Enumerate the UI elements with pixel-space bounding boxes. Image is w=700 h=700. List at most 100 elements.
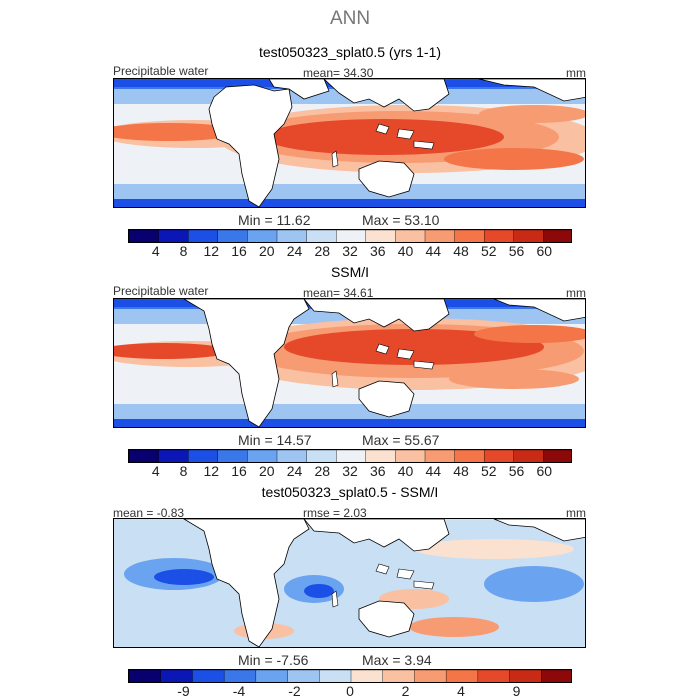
colorbar-tick-label: 48 — [453, 243, 469, 259]
colorbar-tick-label: 20 — [258, 463, 275, 479]
colorbar-tick-label: 16 — [231, 243, 247, 259]
colorbar-bin — [395, 450, 426, 462]
continent-north-america — [493, 299, 585, 322]
colorbar-tick-label: 20 — [258, 243, 275, 259]
colorbar-bin — [445, 670, 479, 682]
panel-3-max-label: Max = 3.94 — [362, 652, 432, 668]
panel-3-map-field — [114, 519, 585, 647]
colorbar-tick-label: 40 — [397, 463, 414, 479]
spcz — [444, 148, 584, 170]
maritime-continent — [375, 123, 435, 150]
panel-3-mean-label: mean = -0.83 — [113, 506, 185, 520]
pacific-itcz — [474, 325, 585, 343]
colorbar-bin — [188, 230, 219, 242]
colorbar-tick-label: 9 — [512, 683, 521, 699]
warm-pool-core — [264, 119, 504, 155]
colorbar-bin — [188, 450, 219, 462]
colorbar-tick-label: 2 — [401, 683, 410, 699]
colorbar-bin — [287, 670, 320, 682]
colorbar-tick-label: 24 — [286, 243, 303, 259]
colorbar-tick-label: 16 — [231, 463, 247, 479]
colorbar-bin — [513, 230, 545, 242]
colorbar-tick-label: 60 — [536, 463, 553, 479]
colorbar-bin — [365, 450, 397, 462]
continent-africa — [208, 84, 293, 207]
colorbar-bin — [484, 450, 515, 462]
spcz — [449, 369, 579, 389]
panel-3-colorbar — [128, 669, 572, 683]
continent-australia — [358, 600, 415, 638]
panel-1-min-label: Min = 11.62 — [238, 212, 311, 228]
continent-asia — [303, 299, 450, 332]
indian-dry-core — [304, 584, 334, 598]
colorbar-tick-label: 4 — [151, 463, 160, 479]
colorbar-tick-label: 4 — [457, 683, 465, 699]
panel-2-max-label: Max = 55.67 — [362, 432, 440, 448]
colorbar-tick-label: -9 — [177, 683, 190, 699]
colorbar-tick-label: 12 — [203, 463, 220, 479]
continent-north-america — [493, 519, 585, 542]
colorbar-tick-label: 56 — [508, 243, 525, 259]
colorbar-bin — [424, 450, 456, 462]
panel-2-colorbar-ticks: 4 8 12 16 20 24 28 32 36 40 44 48 52 56 60 — [0, 463, 700, 481]
colorbar-bin — [414, 670, 447, 682]
colorbar-tick-label: 12 — [203, 243, 220, 259]
atlantic-dry-core — [154, 569, 214, 585]
colorbar-bin — [192, 670, 225, 682]
panel-3-colorbar-bins — [129, 670, 571, 682]
panel-2-units-label: mm — [566, 286, 586, 300]
colorbar-tick-label: 28 — [314, 463, 331, 479]
colorbar-tick-label: 52 — [480, 463, 497, 479]
colorbar-tick-label: 44 — [425, 463, 442, 479]
continent-north-america — [478, 79, 585, 102]
colorbar-bin — [513, 450, 545, 462]
colorbar-tick-label: 44 — [425, 243, 442, 259]
panel-1-title: test050323_splat0.5 (yrs 1-1) — [258, 44, 442, 60]
colorbar-tick-label: 32 — [342, 463, 358, 479]
pacific-itcz — [479, 105, 585, 123]
continent-eurasia-west — [268, 79, 330, 100]
colorbar-bin — [276, 230, 308, 242]
continent-asia — [323, 79, 450, 112]
atlantic-itcz — [114, 343, 229, 359]
colorbar-bin — [306, 230, 337, 242]
colorbar-bin — [509, 670, 542, 682]
south-dry-edge — [114, 419, 585, 427]
continent-africa-masked — [183, 299, 310, 427]
colorbar-bin — [158, 230, 189, 242]
colorbar-bin — [543, 450, 571, 462]
colorbar-tick-label: 0 — [346, 683, 354, 699]
colorbar-tick-label: 36 — [369, 463, 386, 479]
maritime-continent — [375, 343, 435, 370]
colorbar-tick-label: 8 — [179, 243, 188, 259]
colorbar-bin — [454, 450, 485, 462]
south-dry-edge — [114, 199, 585, 207]
panel-3-colorbar-ticks: -9 -4 -2 0 2 4 9 — [0, 683, 700, 700]
colorbar-bin — [365, 230, 397, 242]
colorbar-tick-label: 32 — [342, 243, 358, 259]
colorbar-bin — [541, 670, 571, 682]
panel-1-variable-label: Precipitable water — [113, 64, 209, 78]
panel-2-map-field — [114, 299, 585, 427]
colorbar-bin — [543, 230, 571, 242]
panel-2-min-label: Min = 14.57 — [238, 432, 312, 448]
colorbar-tick-label: 28 — [314, 243, 331, 259]
continent-australia — [358, 380, 415, 418]
colorbar-bin — [395, 230, 426, 242]
season-title: ANN — [329, 8, 371, 29]
panel-2-title: SSM/I — [330, 264, 370, 280]
colorbar-tick-label: 52 — [480, 243, 497, 259]
panel-3-units-label: mm — [566, 506, 586, 520]
colorbar-bin — [255, 670, 289, 682]
colorbar-bin — [276, 450, 308, 462]
panel-3-min-label: Min = -7.56 — [238, 652, 309, 668]
madagascar — [331, 150, 339, 168]
colorbar-bin — [484, 230, 515, 242]
colorbar-tick-label: 4 — [151, 243, 160, 259]
colorbar-bin — [158, 450, 189, 462]
colorbar-bin — [335, 450, 367, 462]
panel-1-colorbar-bins — [129, 230, 571, 242]
panel-1-units-label: mm — [566, 66, 586, 80]
colorbar-bin — [129, 230, 160, 242]
colorbar-bin — [306, 450, 337, 462]
